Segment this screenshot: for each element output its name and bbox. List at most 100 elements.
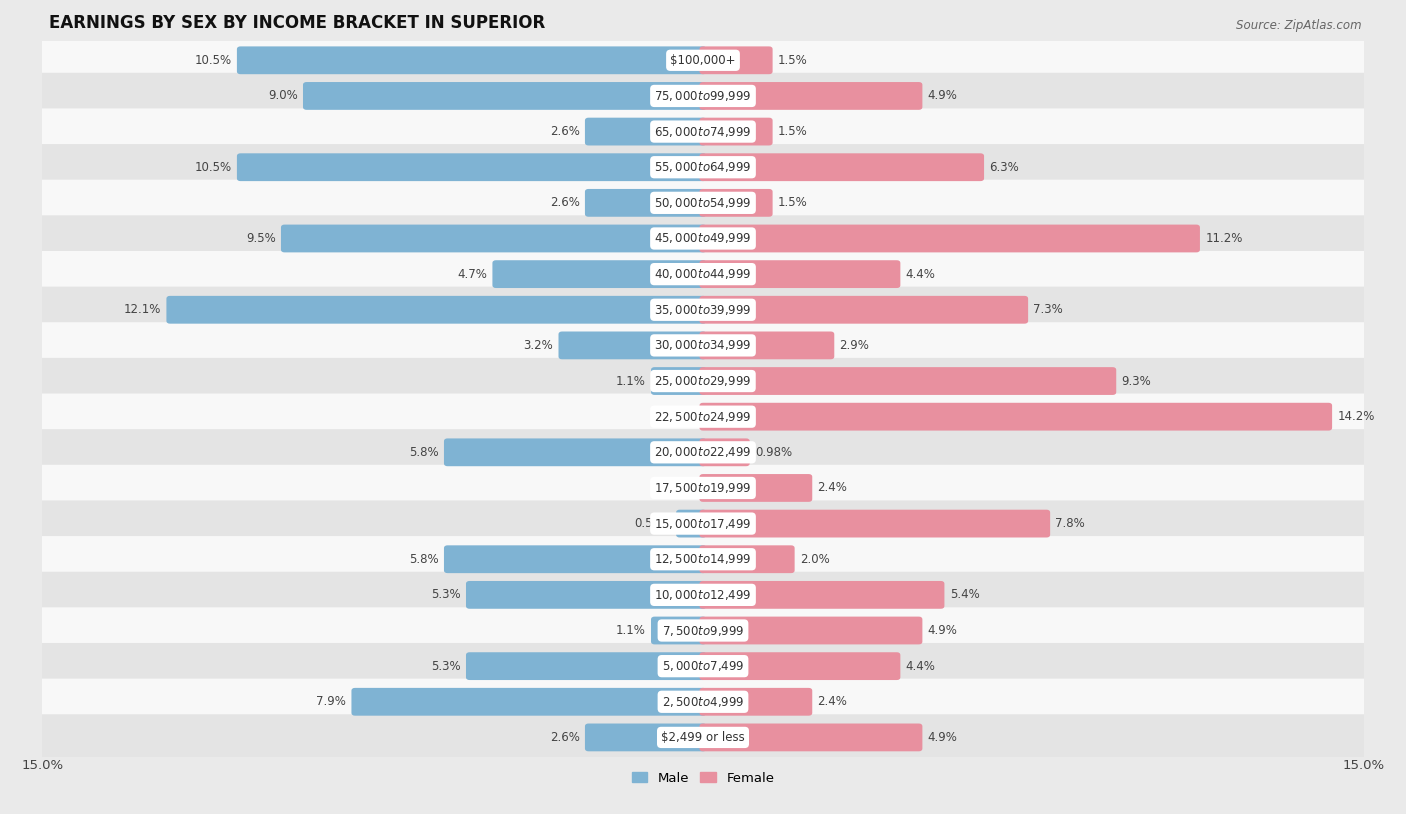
FancyBboxPatch shape	[35, 679, 1371, 725]
FancyBboxPatch shape	[465, 581, 707, 609]
Text: $35,000 to $39,999: $35,000 to $39,999	[654, 303, 752, 317]
Text: 4.9%: 4.9%	[928, 731, 957, 744]
FancyBboxPatch shape	[35, 358, 1371, 405]
FancyBboxPatch shape	[699, 581, 945, 609]
Text: 6.3%: 6.3%	[990, 160, 1019, 173]
FancyBboxPatch shape	[585, 724, 707, 751]
FancyBboxPatch shape	[35, 465, 1371, 511]
Text: 2.4%: 2.4%	[817, 481, 848, 494]
FancyBboxPatch shape	[492, 260, 707, 288]
FancyBboxPatch shape	[699, 260, 900, 288]
FancyBboxPatch shape	[465, 652, 707, 680]
FancyBboxPatch shape	[35, 501, 1371, 547]
Text: 14.2%: 14.2%	[1337, 410, 1375, 423]
Text: 3.2%: 3.2%	[523, 339, 553, 352]
Text: 4.9%: 4.9%	[928, 90, 957, 103]
Text: $55,000 to $64,999: $55,000 to $64,999	[654, 160, 752, 174]
Text: 1.5%: 1.5%	[778, 54, 807, 67]
Text: 11.2%: 11.2%	[1205, 232, 1243, 245]
FancyBboxPatch shape	[699, 652, 900, 680]
Text: 2.6%: 2.6%	[550, 196, 579, 209]
FancyBboxPatch shape	[35, 251, 1371, 297]
Text: 5.3%: 5.3%	[432, 659, 461, 672]
Text: 2.9%: 2.9%	[839, 339, 869, 352]
FancyBboxPatch shape	[236, 153, 707, 181]
FancyBboxPatch shape	[35, 536, 1371, 582]
FancyBboxPatch shape	[585, 118, 707, 146]
FancyBboxPatch shape	[35, 144, 1371, 190]
FancyBboxPatch shape	[699, 617, 922, 645]
Text: 5.3%: 5.3%	[432, 589, 461, 602]
Text: $25,000 to $29,999: $25,000 to $29,999	[654, 374, 752, 388]
FancyBboxPatch shape	[302, 82, 707, 110]
Text: 4.4%: 4.4%	[905, 268, 935, 281]
FancyBboxPatch shape	[35, 287, 1371, 333]
FancyBboxPatch shape	[35, 216, 1371, 261]
Legend: Male, Female: Male, Female	[626, 766, 780, 790]
Text: 10.5%: 10.5%	[194, 54, 232, 67]
Text: $10,000 to $12,499: $10,000 to $12,499	[654, 588, 752, 602]
FancyBboxPatch shape	[558, 331, 707, 359]
FancyBboxPatch shape	[699, 724, 922, 751]
Text: 9.0%: 9.0%	[269, 90, 298, 103]
Text: $22,500 to $24,999: $22,500 to $24,999	[654, 409, 752, 423]
Text: $2,500 to $4,999: $2,500 to $4,999	[662, 695, 744, 709]
FancyBboxPatch shape	[699, 510, 1050, 537]
FancyBboxPatch shape	[699, 367, 1116, 395]
FancyBboxPatch shape	[699, 331, 834, 359]
Text: $20,000 to $22,499: $20,000 to $22,499	[654, 445, 752, 459]
FancyBboxPatch shape	[699, 82, 922, 110]
Text: $7,500 to $9,999: $7,500 to $9,999	[662, 624, 744, 637]
Text: 15.0%: 15.0%	[1343, 759, 1385, 772]
FancyBboxPatch shape	[35, 108, 1371, 155]
FancyBboxPatch shape	[35, 322, 1371, 369]
Text: $45,000 to $49,999: $45,000 to $49,999	[654, 231, 752, 246]
Text: 10.5%: 10.5%	[194, 160, 232, 173]
FancyBboxPatch shape	[35, 571, 1371, 618]
Text: $50,000 to $54,999: $50,000 to $54,999	[654, 196, 752, 210]
FancyBboxPatch shape	[699, 46, 773, 74]
FancyBboxPatch shape	[35, 180, 1371, 226]
Text: 5.8%: 5.8%	[409, 553, 439, 566]
Text: 7.8%: 7.8%	[1056, 517, 1085, 530]
Text: 4.4%: 4.4%	[905, 659, 935, 672]
FancyBboxPatch shape	[281, 225, 707, 252]
Text: 4.9%: 4.9%	[928, 624, 957, 637]
Text: 9.3%: 9.3%	[1122, 374, 1152, 387]
Text: 12.1%: 12.1%	[124, 304, 162, 317]
FancyBboxPatch shape	[585, 189, 707, 217]
Text: $65,000 to $74,999: $65,000 to $74,999	[654, 125, 752, 138]
FancyBboxPatch shape	[699, 295, 1028, 324]
FancyBboxPatch shape	[699, 439, 749, 466]
Text: 2.6%: 2.6%	[550, 125, 579, 138]
FancyBboxPatch shape	[166, 295, 707, 324]
FancyBboxPatch shape	[699, 545, 794, 573]
FancyBboxPatch shape	[352, 688, 707, 716]
Text: 0.53%: 0.53%	[634, 517, 671, 530]
Text: 1.1%: 1.1%	[616, 374, 645, 387]
FancyBboxPatch shape	[699, 688, 813, 716]
Text: 5.4%: 5.4%	[949, 589, 980, 602]
FancyBboxPatch shape	[699, 118, 773, 146]
Text: 9.5%: 9.5%	[246, 232, 276, 245]
FancyBboxPatch shape	[236, 46, 707, 74]
FancyBboxPatch shape	[35, 607, 1371, 654]
FancyBboxPatch shape	[676, 510, 707, 537]
Text: 2.6%: 2.6%	[550, 731, 579, 744]
Text: 15.0%: 15.0%	[21, 759, 63, 772]
Text: 1.1%: 1.1%	[616, 624, 645, 637]
Text: $30,000 to $34,999: $30,000 to $34,999	[654, 339, 752, 352]
Text: 1.5%: 1.5%	[778, 196, 807, 209]
Text: 2.0%: 2.0%	[800, 553, 830, 566]
Text: $15,000 to $17,499: $15,000 to $17,499	[654, 517, 752, 531]
Text: $17,500 to $19,999: $17,500 to $19,999	[654, 481, 752, 495]
Text: 5.8%: 5.8%	[409, 446, 439, 459]
FancyBboxPatch shape	[444, 439, 707, 466]
FancyBboxPatch shape	[651, 367, 707, 395]
FancyBboxPatch shape	[35, 37, 1371, 84]
Text: $100,000+: $100,000+	[671, 54, 735, 67]
FancyBboxPatch shape	[699, 474, 813, 502]
FancyBboxPatch shape	[699, 225, 1199, 252]
FancyBboxPatch shape	[699, 153, 984, 181]
Text: 2.4%: 2.4%	[817, 695, 848, 708]
